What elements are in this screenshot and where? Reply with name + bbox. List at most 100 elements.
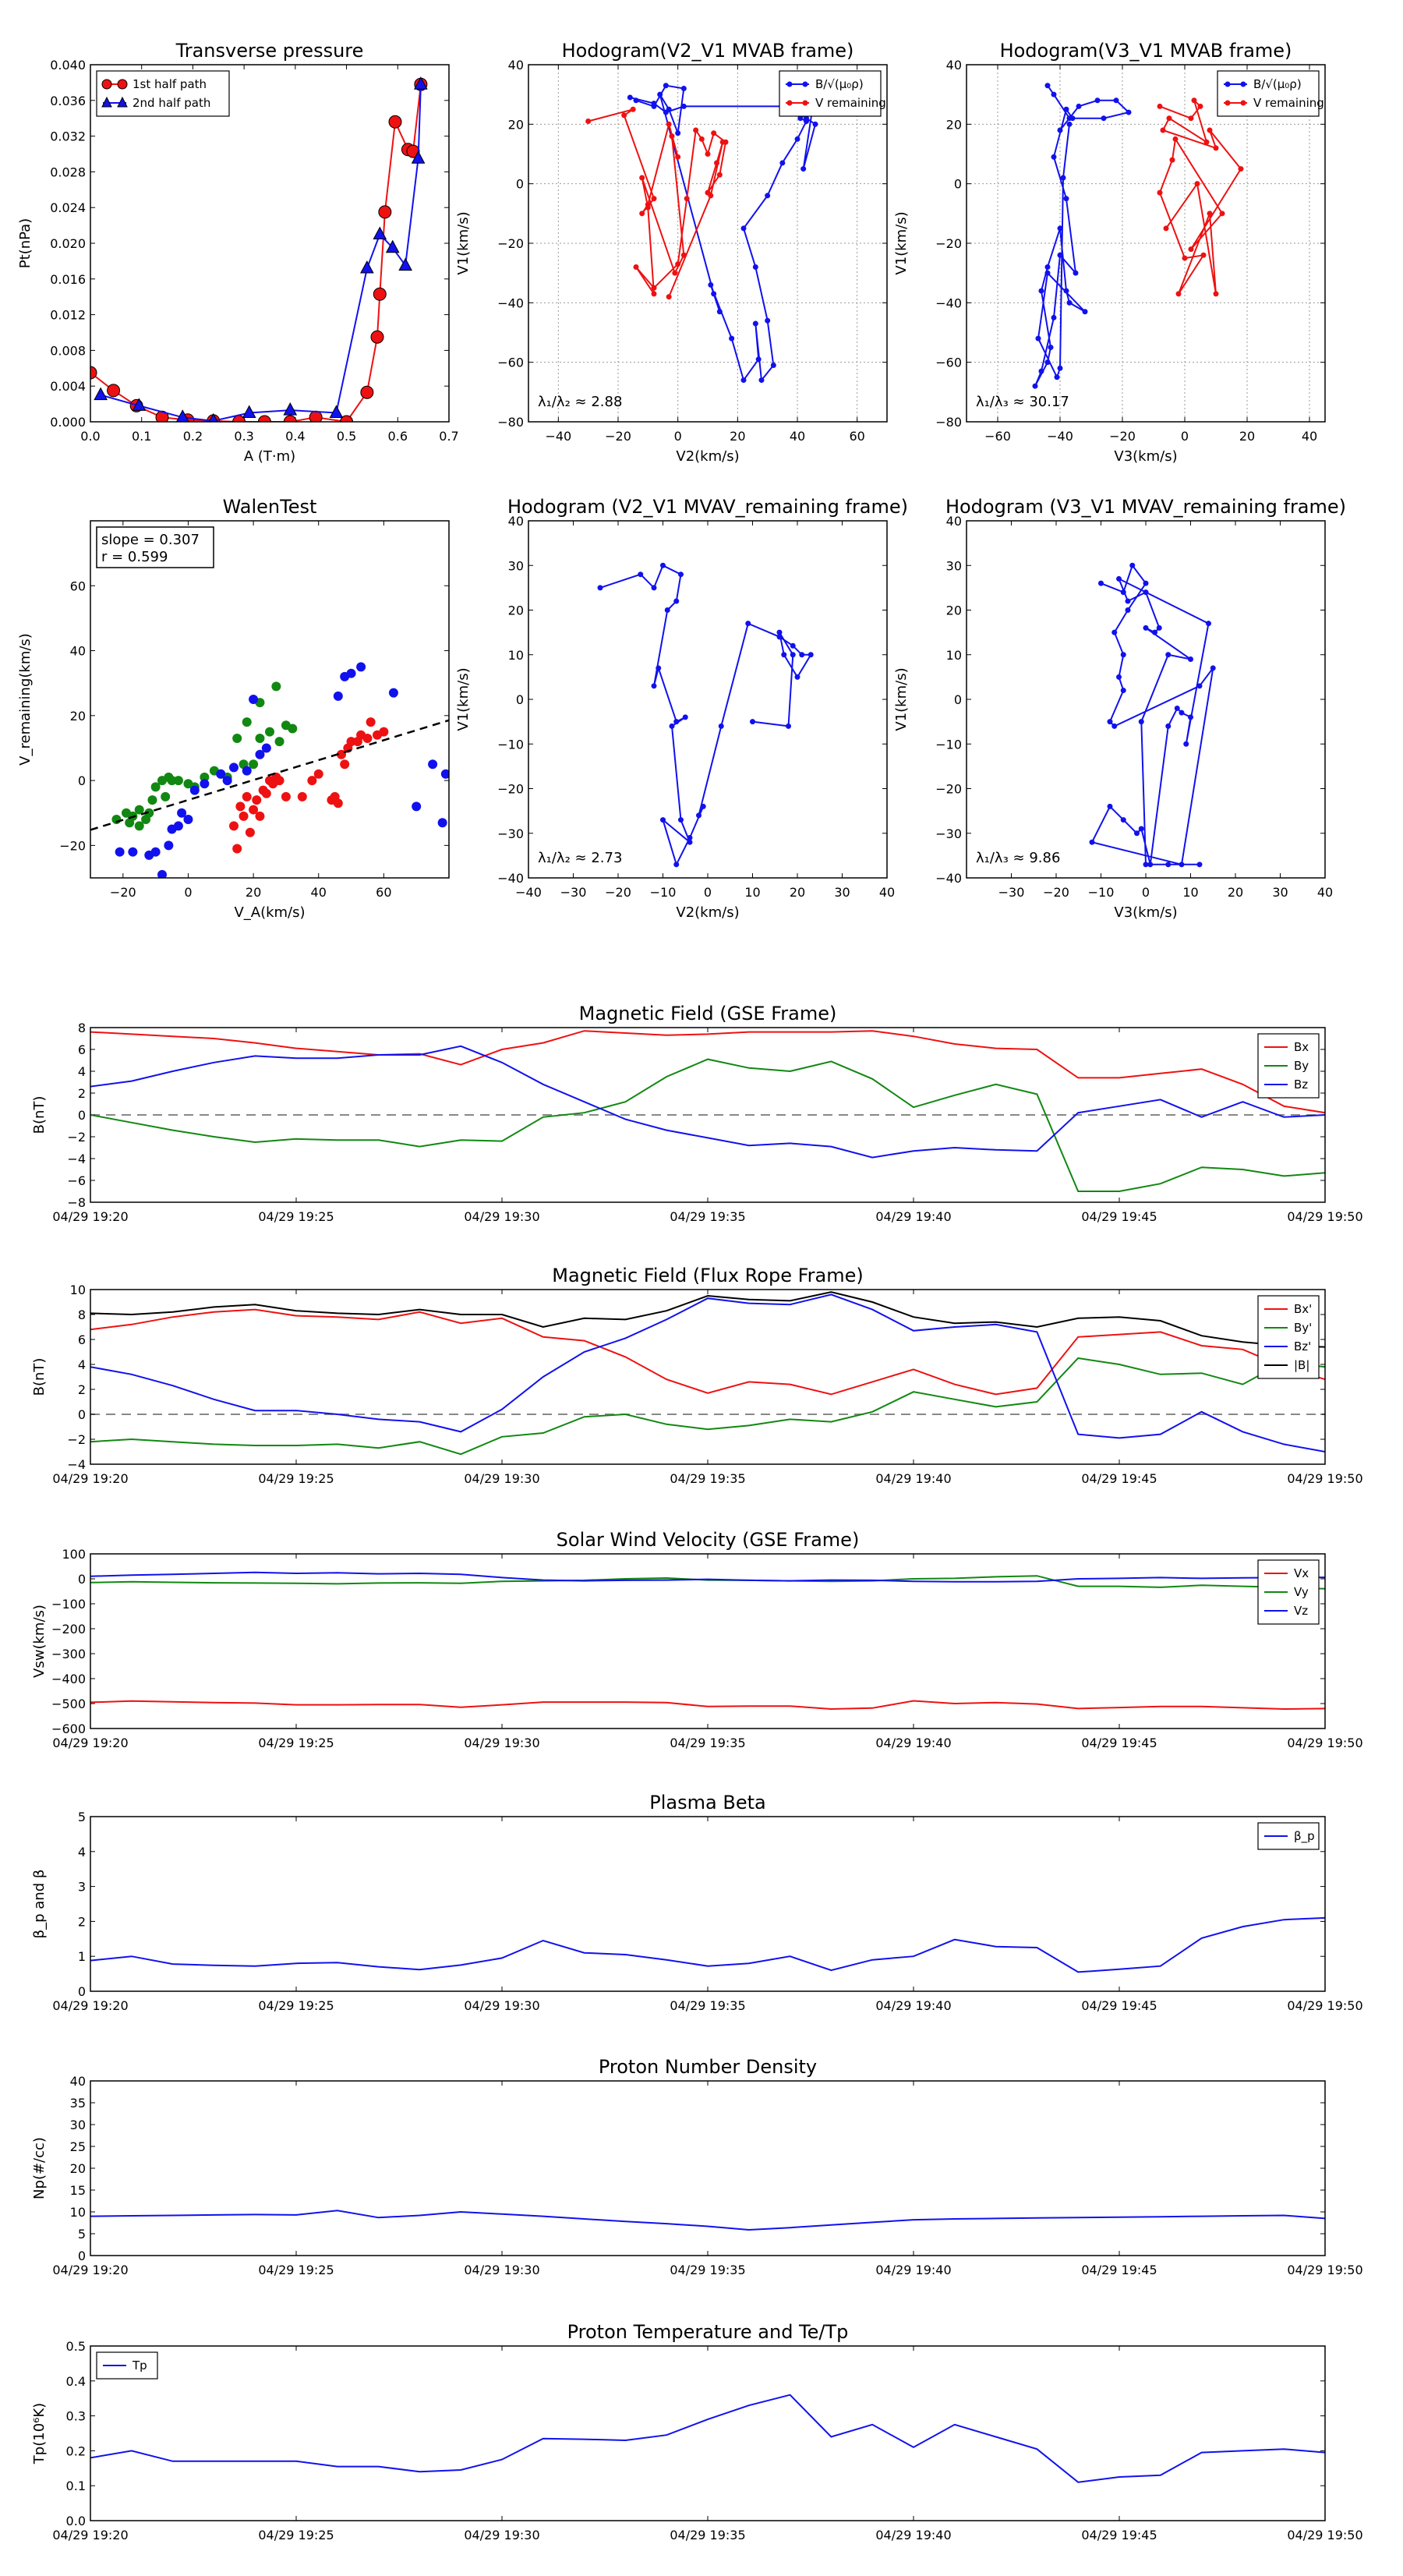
data-point xyxy=(797,115,804,122)
x-axis: 04/29 19:20 04/29 19:25 04/29 19:30 04/29 1… xyxy=(52,2346,1363,2542)
y-axis: 0.0 0.1 0.2 0.3 0.4 0.5 xyxy=(66,2339,1325,2528)
y-tick-label: 5 xyxy=(78,2227,86,2242)
x-tick-label: 04/29 19:25 xyxy=(258,1209,334,1224)
y-tick-label: 30 xyxy=(508,558,524,573)
x-tick-label: −20 xyxy=(605,885,631,900)
series-line-vz xyxy=(90,1571,1325,1583)
data-point xyxy=(1120,688,1126,694)
data-point xyxy=(249,759,259,770)
x-tick-label: 04/29 19:20 xyxy=(52,1209,128,1224)
data-point xyxy=(1107,719,1113,725)
data-point xyxy=(235,801,246,812)
x-tick-label: 40 xyxy=(1317,885,1333,900)
data-point xyxy=(1063,288,1069,294)
legend-label: B/√(μ₀ρ) xyxy=(815,77,864,91)
x-tick-label: −40 xyxy=(515,885,542,900)
data-point xyxy=(1175,291,1182,297)
y-tick-label: −30 xyxy=(935,826,962,841)
y-tick-label: 0.0 xyxy=(66,2514,86,2528)
x-tick-label: 20 xyxy=(1228,885,1243,900)
plot-frame xyxy=(90,520,450,879)
x-tick-label: 0.6 xyxy=(388,429,408,444)
y-tick-label: 0.032 xyxy=(50,129,86,144)
legend-marker xyxy=(117,79,128,90)
data-point xyxy=(1166,115,1172,122)
data-point xyxy=(1120,652,1126,658)
x-tick-label: −20 xyxy=(605,429,631,444)
y-tick-label: −40 xyxy=(497,295,524,310)
data-point xyxy=(651,683,657,689)
y-tick-label: −300 xyxy=(51,1647,86,1661)
data-point xyxy=(1107,803,1113,809)
legend-label: β_p xyxy=(1294,1829,1315,1844)
y-tick-label: 8 xyxy=(78,1307,86,1322)
x-tick-label: 04/29 19:25 xyxy=(258,1998,334,2013)
data-point xyxy=(660,817,666,823)
x-tick-label: 60 xyxy=(376,885,391,900)
data-point xyxy=(627,94,633,101)
data-point xyxy=(385,239,400,253)
data-point xyxy=(711,291,717,297)
y-tick-label: 3 xyxy=(78,1880,86,1895)
data-point xyxy=(705,151,711,157)
x-tick-label: 04/29 19:35 xyxy=(670,2528,745,2542)
y-axis-label: V1(km/s) xyxy=(455,667,472,731)
y-tick-label: −80 xyxy=(935,415,962,430)
x-tick-label: 04/29 19:30 xyxy=(464,2528,539,2542)
data-point xyxy=(283,402,298,416)
y-tick-label: 0 xyxy=(78,2249,86,2263)
data-point xyxy=(1111,629,1118,635)
data-point xyxy=(373,226,387,240)
y-tick-label: 20 xyxy=(70,709,86,724)
legend: Tp xyxy=(96,2351,158,2380)
data-point xyxy=(718,723,724,729)
legend: β_p xyxy=(1257,1822,1320,1850)
data-point xyxy=(208,412,218,422)
chart-title: Solar Wind Velocity (GSE Frame) xyxy=(557,1529,860,1551)
data-point xyxy=(1120,817,1126,823)
data-point xyxy=(790,642,796,649)
data-point xyxy=(664,607,670,613)
data-point xyxy=(678,571,684,578)
y-tick-label: 20 xyxy=(946,117,962,132)
y-axis: 0 1 2 3 4 5 xyxy=(78,1810,1325,1999)
data-point xyxy=(1113,97,1119,104)
data-point xyxy=(799,652,805,658)
y-tick-label: 0 xyxy=(78,1572,86,1587)
data-point xyxy=(437,818,447,828)
legend-label: |B| xyxy=(1294,1358,1309,1372)
x-tick-label: 04/29 19:30 xyxy=(464,1209,539,1224)
y-tick-label: −500 xyxy=(51,1697,86,1711)
y-tick-label: 15 xyxy=(70,2183,86,2198)
data-point xyxy=(261,788,271,798)
x-tick-label: −20 xyxy=(1043,885,1069,900)
data-point xyxy=(657,91,663,97)
x-tick-label: 04/29 19:50 xyxy=(1287,1471,1362,1486)
legend-marker xyxy=(1225,81,1231,87)
data-point xyxy=(638,571,644,578)
legend-marker xyxy=(1240,100,1246,106)
data-point xyxy=(1172,136,1179,142)
x-tick-label: 20 xyxy=(790,885,805,900)
data-point xyxy=(239,811,249,821)
data-point xyxy=(144,808,154,818)
data-point xyxy=(346,668,356,678)
x-tick-label: −20 xyxy=(1109,429,1136,444)
data-point xyxy=(696,812,702,819)
data-point xyxy=(1111,723,1118,729)
y-tick-label: −2 xyxy=(67,1130,86,1145)
data-point xyxy=(708,193,714,199)
plot-area xyxy=(90,1571,1325,1711)
x-tick-label: 04/29 19:35 xyxy=(670,1209,745,1224)
data-point xyxy=(307,776,317,786)
data-point xyxy=(281,791,291,801)
data-point xyxy=(1152,629,1157,635)
data-point xyxy=(333,798,343,809)
plot-frame xyxy=(90,1289,1326,1465)
x-tick-label: 04/29 19:25 xyxy=(258,1471,334,1486)
y-axis: 0.000 0.004 0.008 0.012 0.016 0.020 0.024 0.028… xyxy=(50,58,449,430)
data-point xyxy=(388,115,402,129)
x-axis: −40 −30 −20 −10 0 10 20 30 40 xyxy=(515,521,895,900)
y-tick-label: 0.028 xyxy=(50,165,86,179)
data-point xyxy=(1188,714,1193,720)
